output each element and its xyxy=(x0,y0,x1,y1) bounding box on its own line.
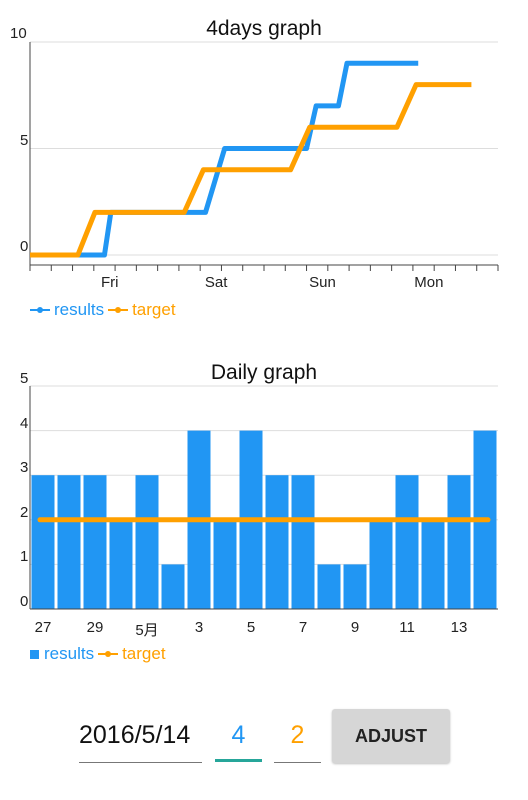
bar xyxy=(161,564,185,609)
bar xyxy=(395,475,419,609)
bar xyxy=(83,475,107,609)
legend-results-label: results xyxy=(44,644,95,663)
y-tick-label: 5 xyxy=(20,370,29,387)
series-line-results xyxy=(30,60,419,258)
target-line-icon xyxy=(98,651,119,657)
y-tick-label: 2 xyxy=(20,503,29,521)
results-input[interactable]: 4 xyxy=(215,718,262,762)
y-tick-label: 1 xyxy=(20,548,29,566)
x-tick-label: 5 xyxy=(246,619,256,636)
bar xyxy=(317,564,341,609)
bar-chart-legend: results target xyxy=(30,644,170,664)
x-tick-label: 29 xyxy=(86,619,104,636)
legend-target-label: target xyxy=(122,644,166,663)
x-tick-label: 9 xyxy=(350,619,360,636)
x-tick-label: 27 xyxy=(34,619,52,636)
x-tick-label: 7 xyxy=(298,619,308,636)
adjust-button[interactable]: ADJUST xyxy=(332,709,450,763)
series-line-target xyxy=(30,82,472,258)
bar xyxy=(57,475,81,609)
bar xyxy=(31,475,55,609)
bar xyxy=(343,564,367,609)
line-chart-title: 4days graph xyxy=(206,17,322,40)
y-tick-label: 10 xyxy=(10,25,27,42)
bar xyxy=(213,519,237,609)
y-tick-label: 0 xyxy=(20,593,29,610)
results-line-icon xyxy=(30,307,50,313)
bar xyxy=(135,475,159,609)
x-tick-label: 3 xyxy=(194,619,204,636)
line-chart-legend: results target xyxy=(30,300,180,320)
bar xyxy=(265,475,289,609)
y-tick-label: 0 xyxy=(20,238,29,255)
y-tick-label: 3 xyxy=(20,459,29,477)
bar xyxy=(109,519,133,609)
x-tick-label: 13 xyxy=(450,619,468,636)
legend-target: target xyxy=(98,644,166,664)
legend-results-label: results xyxy=(54,300,105,319)
y-tick-label: 4 xyxy=(20,414,29,432)
x-tick-label: Fri xyxy=(101,274,119,291)
x-tick-label: 11 xyxy=(399,619,415,636)
bar-chart-title: Daily graph xyxy=(210,361,318,384)
bar xyxy=(291,475,315,609)
target-line-icon xyxy=(108,307,129,313)
bar-chart xyxy=(29,385,498,610)
line-chart xyxy=(29,41,499,271)
x-tick-label: Sat xyxy=(204,274,228,291)
legend-target-label: target xyxy=(132,300,176,319)
x-tick-label: Sun xyxy=(309,274,336,291)
x-tick-label: Mon xyxy=(414,274,444,291)
bar xyxy=(369,519,393,609)
bar xyxy=(447,475,471,609)
legend-results: results xyxy=(30,300,104,320)
results-square-icon xyxy=(30,649,39,659)
target-input[interactable]: 2 xyxy=(274,718,321,763)
x-tick-label: 5月 xyxy=(135,622,159,639)
legend-target: target xyxy=(108,300,176,320)
bar xyxy=(421,519,445,609)
y-tick-label: 5 xyxy=(20,131,29,149)
date-field[interactable]: 2016/5/14 xyxy=(79,718,202,763)
legend-results: results xyxy=(30,644,94,664)
